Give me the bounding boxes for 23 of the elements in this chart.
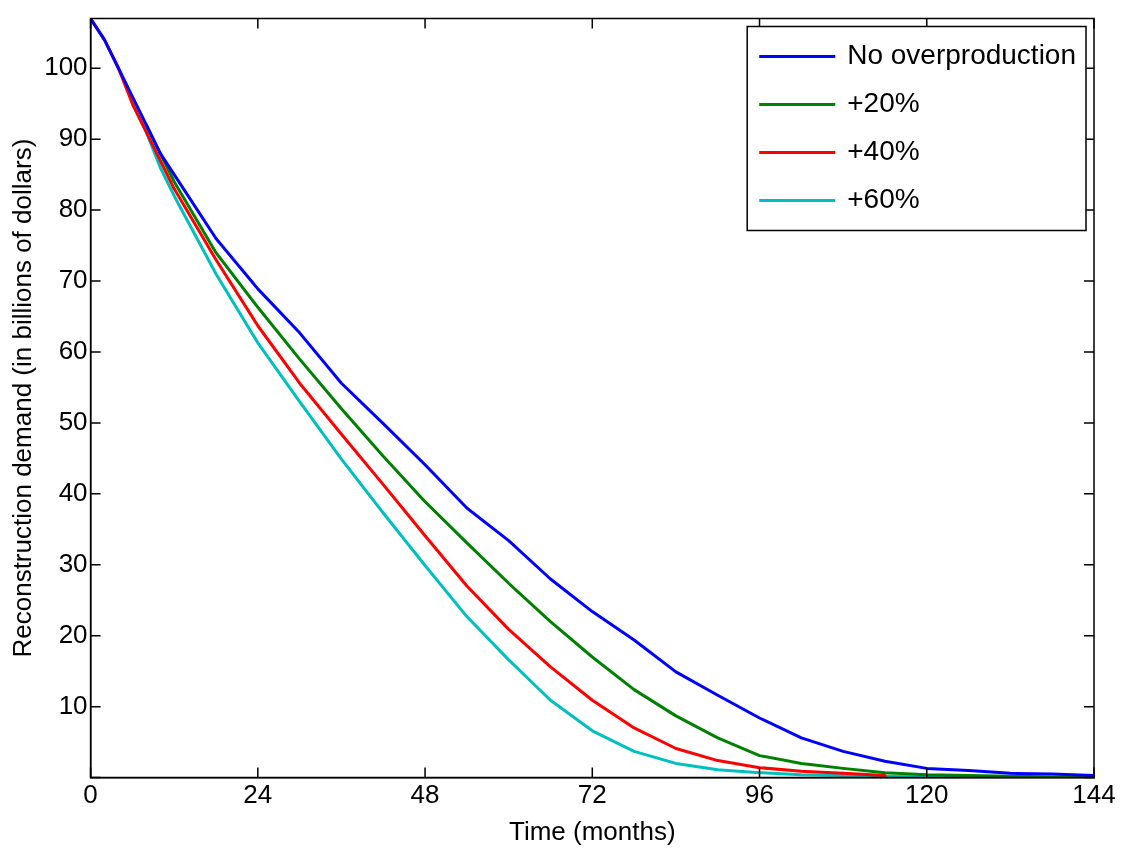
x-tick-label: 96: [745, 779, 774, 810]
x-tick-label: 48: [410, 779, 440, 810]
y-tick-label: 30: [58, 547, 88, 578]
x-tick-label: 24: [243, 779, 273, 810]
legend-label: No overproduction: [847, 39, 1077, 71]
x-axis-title: Time (months): [508, 815, 676, 846]
y-tick-label: 20: [58, 618, 88, 649]
y-tick-label: 60: [58, 335, 88, 366]
legend-label: +60%: [847, 183, 920, 215]
x-tick-label: 72: [577, 779, 607, 810]
legend-label: +40%: [847, 135, 920, 167]
y-axis-title: Reconstruction demand (in billions of dollars): [6, 138, 37, 658]
y-tick-label: 80: [58, 193, 88, 224]
legend-label: +20%: [847, 87, 920, 119]
x-tick-label: 0: [83, 779, 98, 810]
x-tick-label: 144: [1072, 779, 1116, 810]
y-tick-label: 50: [58, 406, 88, 437]
x-tick-label: 120: [905, 779, 949, 810]
y-tick-label: 10: [58, 689, 88, 720]
y-tick-label: 90: [58, 122, 88, 153]
y-tick-label: 40: [58, 477, 88, 508]
y-tick-label: 70: [58, 264, 88, 295]
y-tick-label: 100: [44, 51, 88, 82]
